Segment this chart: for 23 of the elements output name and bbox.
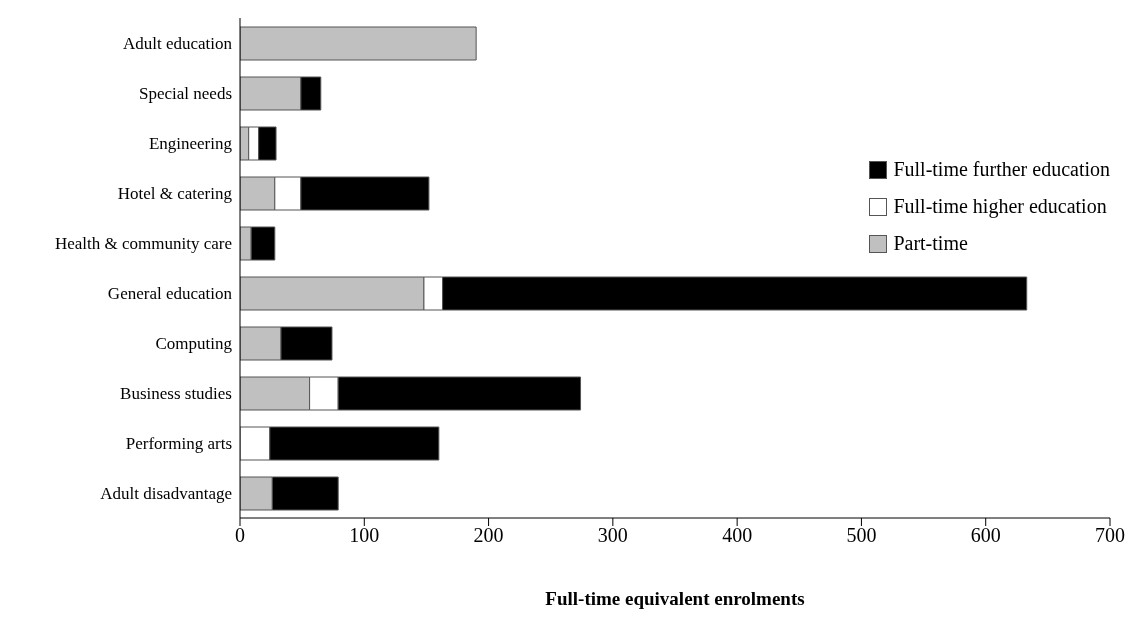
y-tick-label: Special needs	[139, 84, 232, 104]
y-tick-label: Adult disadvantage	[100, 484, 232, 504]
legend-label: Full-time higher education	[893, 195, 1107, 218]
legend-label: Full-time further education	[893, 158, 1110, 181]
x-tick-label: 700	[1095, 524, 1125, 547]
y-tick-label: Performing arts	[125, 434, 232, 454]
y-tick-label: Engineering	[148, 134, 233, 154]
y-tick-label: Health & community care	[54, 234, 232, 254]
x-tick-label: 500	[846, 524, 877, 547]
bar	[240, 26, 477, 61]
y-tick-label: General education	[107, 284, 233, 304]
x-tick-label: 200	[473, 524, 504, 547]
y-tick-label: Business studies	[120, 384, 232, 404]
x-axis-title: Full-time equivalent enrolments	[544, 588, 806, 610]
y-tick-label: Hotel & catering	[117, 184, 233, 204]
x-tick-label: 600	[970, 524, 1001, 547]
x-tick-label: 100	[349, 524, 380, 547]
x-tick-label: 400	[722, 524, 753, 547]
legend-label: Part-time	[893, 232, 968, 255]
y-tick-label: Adult education	[122, 34, 233, 54]
x-tick-label: 300	[597, 524, 628, 547]
x-tick-label: 0	[235, 524, 245, 547]
y-tick-label: Computing	[155, 334, 233, 354]
